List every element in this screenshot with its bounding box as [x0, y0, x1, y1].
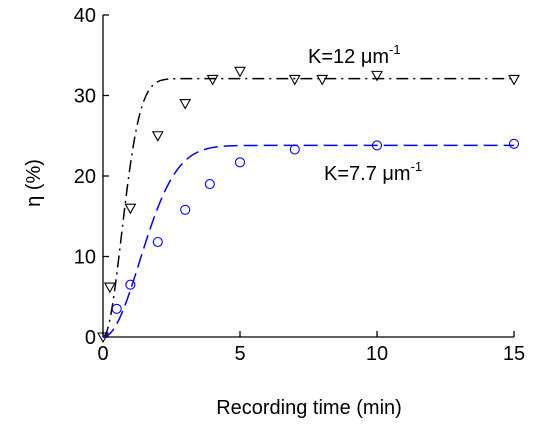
data-point-series-2: [508, 138, 520, 149]
data-point-series-1: [151, 131, 164, 142]
data-point-series-2: [204, 179, 215, 190]
curve-label-series-1: K=12 μm-1: [308, 42, 401, 68]
y-tick-label: 0: [85, 327, 96, 349]
data-point-series-1: [206, 74, 219, 86]
fit-curve-series-1: [102, 77, 514, 338]
x-axis-label: Recording time (min): [216, 397, 402, 419]
x-tick-label: 5: [234, 343, 245, 365]
data-point-series-1: [124, 203, 137, 215]
data-point-series-2: [180, 204, 191, 215]
curve-label-series-2: K=7.7 μm-1: [324, 159, 422, 185]
y-axis-label: η (%): [23, 159, 45, 207]
data-point-series-2: [152, 236, 163, 248]
data-point-series-2: [125, 279, 136, 290]
data-point-series-1: [97, 332, 109, 344]
y-tick-label: 20: [74, 166, 96, 188]
x-tick-label: 10: [366, 343, 388, 365]
y-tick-label: 30: [74, 86, 96, 108]
plot-area: 0 5 10 15 0 10 20 30 40 K=12 μm-1 K=7.7 μm-1: [74, 5, 525, 365]
data-point-series-1: [234, 66, 246, 78]
data-point-series-2: [289, 144, 300, 155]
data-point-series-2: [111, 303, 122, 314]
data-point-series-1: [288, 74, 301, 86]
x-tick-label: 0: [97, 343, 108, 365]
y-tick-label: 10: [74, 247, 96, 269]
data-point-series-1: [508, 74, 520, 86]
data-point-series-1: [316, 74, 329, 86]
data-point-series-2: [371, 140, 383, 151]
fit-curve-series-2: [102, 144, 514, 338]
data-point-series-1: [103, 282, 116, 294]
data-point-series-1: [179, 99, 192, 110]
x-tick-label: 15: [503, 343, 525, 365]
data-point-series-2: [234, 157, 246, 168]
y-tick-label: 40: [74, 5, 96, 27]
data-point-series-1: [371, 70, 383, 82]
